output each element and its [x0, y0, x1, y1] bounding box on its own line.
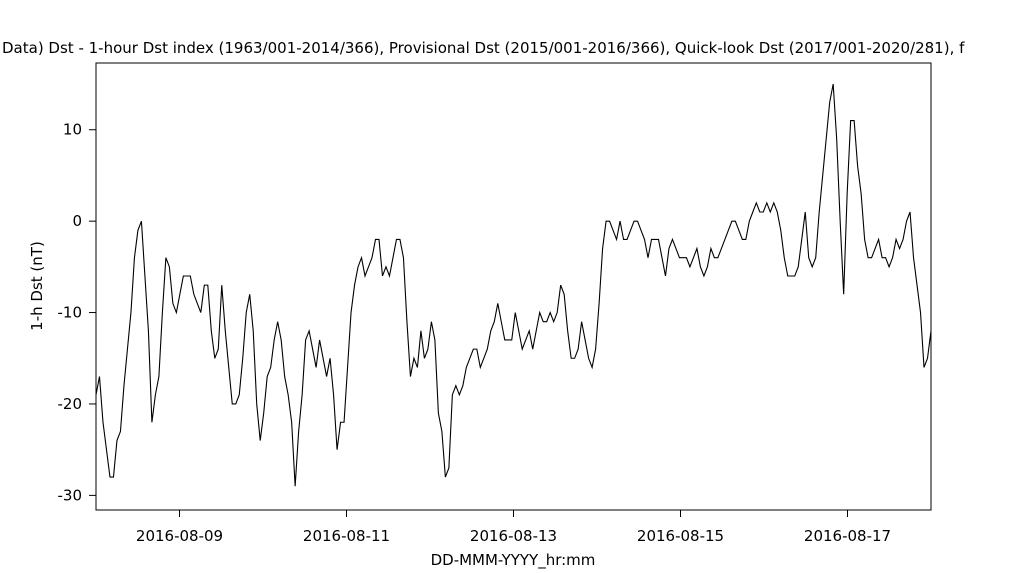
x-tick-label: 2016-08-09: [136, 527, 223, 545]
y-tick-label: -10: [58, 304, 83, 322]
x-tick-label: 2016-08-17: [804, 527, 891, 545]
y-tick-label: -30: [58, 486, 83, 504]
y-tick-label: 0: [72, 212, 82, 230]
y-axis-label: 1-h Dst (nT): [28, 241, 46, 331]
x-axis-label: DD-MMM-YYYY_hr:mm: [431, 551, 596, 570]
data-line: [95, 83, 932, 487]
chart-title: Data) Dst - 1-hour Dst index (1963/001-2…: [2, 39, 965, 57]
x-tick-label: 2016-08-15: [637, 527, 724, 545]
y-tick-label: -20: [58, 395, 83, 413]
x-tick-label: 2016-08-11: [303, 527, 390, 545]
y-tick-label: 10: [63, 121, 82, 139]
x-tick-label: 2016-08-13: [470, 527, 557, 545]
